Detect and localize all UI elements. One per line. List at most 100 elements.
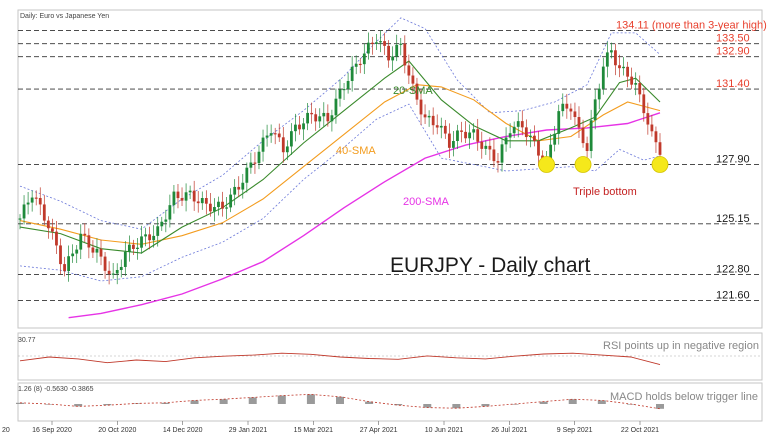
candle-body (289, 131, 293, 147)
candle-body (488, 145, 492, 150)
sma200-label: 200-SMA (403, 196, 450, 208)
candle-body (229, 194, 233, 208)
candle-body (480, 141, 484, 149)
candle-body (626, 66, 629, 77)
candle-body (87, 235, 91, 248)
macd-bar (394, 404, 403, 406)
candle-body (435, 125, 439, 128)
candle-body (71, 253, 75, 257)
x-axis: 16 Sep 2020 20 Oct 2020 14 Dec 2020 29 Jan … (32, 421, 659, 434)
chart-overlay-title: EURJPY - Daily chart (390, 254, 590, 277)
candle-body (573, 111, 577, 118)
candle-body (346, 80, 350, 89)
candle-body (399, 43, 403, 45)
sma40-label: 40-SMA (336, 145, 376, 157)
candle-body (217, 201, 220, 208)
candle-body (75, 249, 79, 254)
candle-body (452, 141, 455, 148)
triple-bottom-markers (538, 156, 669, 173)
candle-body (322, 112, 326, 117)
candle-body (524, 127, 528, 138)
candle-body (269, 133, 273, 136)
candle-body (577, 117, 581, 128)
candle-body (601, 66, 605, 89)
macd-bar (103, 404, 112, 406)
candle-body (419, 99, 423, 115)
macd-series (16, 393, 664, 410)
candle-body (334, 98, 338, 116)
candle-body (439, 125, 443, 128)
candle-body (115, 270, 119, 274)
candle-body (537, 140, 540, 156)
macd-panel-frame (17, 382, 763, 422)
candle-body (261, 137, 265, 152)
candle-body (443, 125, 447, 134)
triple-bottom-label: Triple bottom (573, 186, 637, 198)
candle-body (188, 190, 192, 193)
candle-body (22, 204, 26, 219)
candle-body (622, 66, 625, 69)
macd-bar (656, 404, 664, 409)
macd-header: 1.26 (8) -0.5630 -0.3865 (18, 386, 94, 393)
candle-body (456, 130, 459, 142)
chart-title: Daily: Euro vs Japanese Yen (20, 13, 109, 20)
macd-bar (423, 404, 432, 408)
candle-body (362, 53, 366, 65)
candle-body (237, 186, 241, 190)
candle-body (500, 144, 504, 163)
candle-body (172, 191, 176, 206)
x-tick-label-4: 15 Mar 2021 (294, 427, 333, 434)
candle-body (512, 126, 516, 134)
candle-body (294, 124, 297, 132)
candle-body (273, 133, 277, 135)
candle-body (34, 197, 38, 199)
level-label-5: 125.15 (716, 213, 750, 225)
candle-body (609, 50, 613, 53)
candle-body (492, 149, 496, 162)
support-resistance-levels: 134.11 (more than 3-year high)133.50132.… (18, 20, 767, 301)
candle-body (152, 235, 156, 241)
candle-body (484, 145, 488, 149)
candle-body (427, 115, 431, 118)
rsi-header: 30.77 (18, 337, 36, 344)
triple-bottom-marker-1 (574, 156, 592, 173)
candle-body (618, 65, 621, 69)
level-label-1: 133.50 (716, 33, 750, 45)
bollinger-bands (19, 17, 661, 282)
candle-body (180, 198, 184, 201)
candle-body (468, 132, 472, 139)
candle-body (184, 192, 188, 201)
candle-body (59, 245, 62, 265)
macd-bar (190, 400, 199, 404)
rsi-note: RSI points up in negative region (603, 340, 759, 352)
candle-body (83, 233, 87, 236)
candle-body (423, 114, 427, 118)
candle-body (176, 191, 180, 199)
bollinger-upper (19, 17, 661, 230)
candle-body (589, 120, 593, 151)
candle-body (95, 248, 99, 253)
candle-body (281, 137, 285, 153)
candle-body (516, 121, 520, 127)
macd-signal-line (19, 393, 661, 410)
candle-body (245, 167, 249, 183)
price-candles (18, 30, 662, 285)
candle-body (200, 198, 204, 204)
macd-bar (74, 404, 83, 407)
candle-body (569, 108, 573, 112)
level-label-4: 127.90 (716, 154, 750, 166)
candle-body (51, 228, 54, 232)
candle-body (658, 142, 662, 155)
candle-body (520, 121, 524, 128)
candle-body (553, 133, 557, 145)
candle-body (391, 56, 395, 61)
x-tick-label-1: 20 Oct 2020 (98, 427, 136, 434)
candle-body (208, 203, 212, 212)
candle-body (528, 135, 532, 138)
macd-bar (277, 395, 286, 404)
candle-body (30, 197, 34, 203)
candle-body (358, 63, 362, 66)
candle-body (383, 41, 386, 46)
